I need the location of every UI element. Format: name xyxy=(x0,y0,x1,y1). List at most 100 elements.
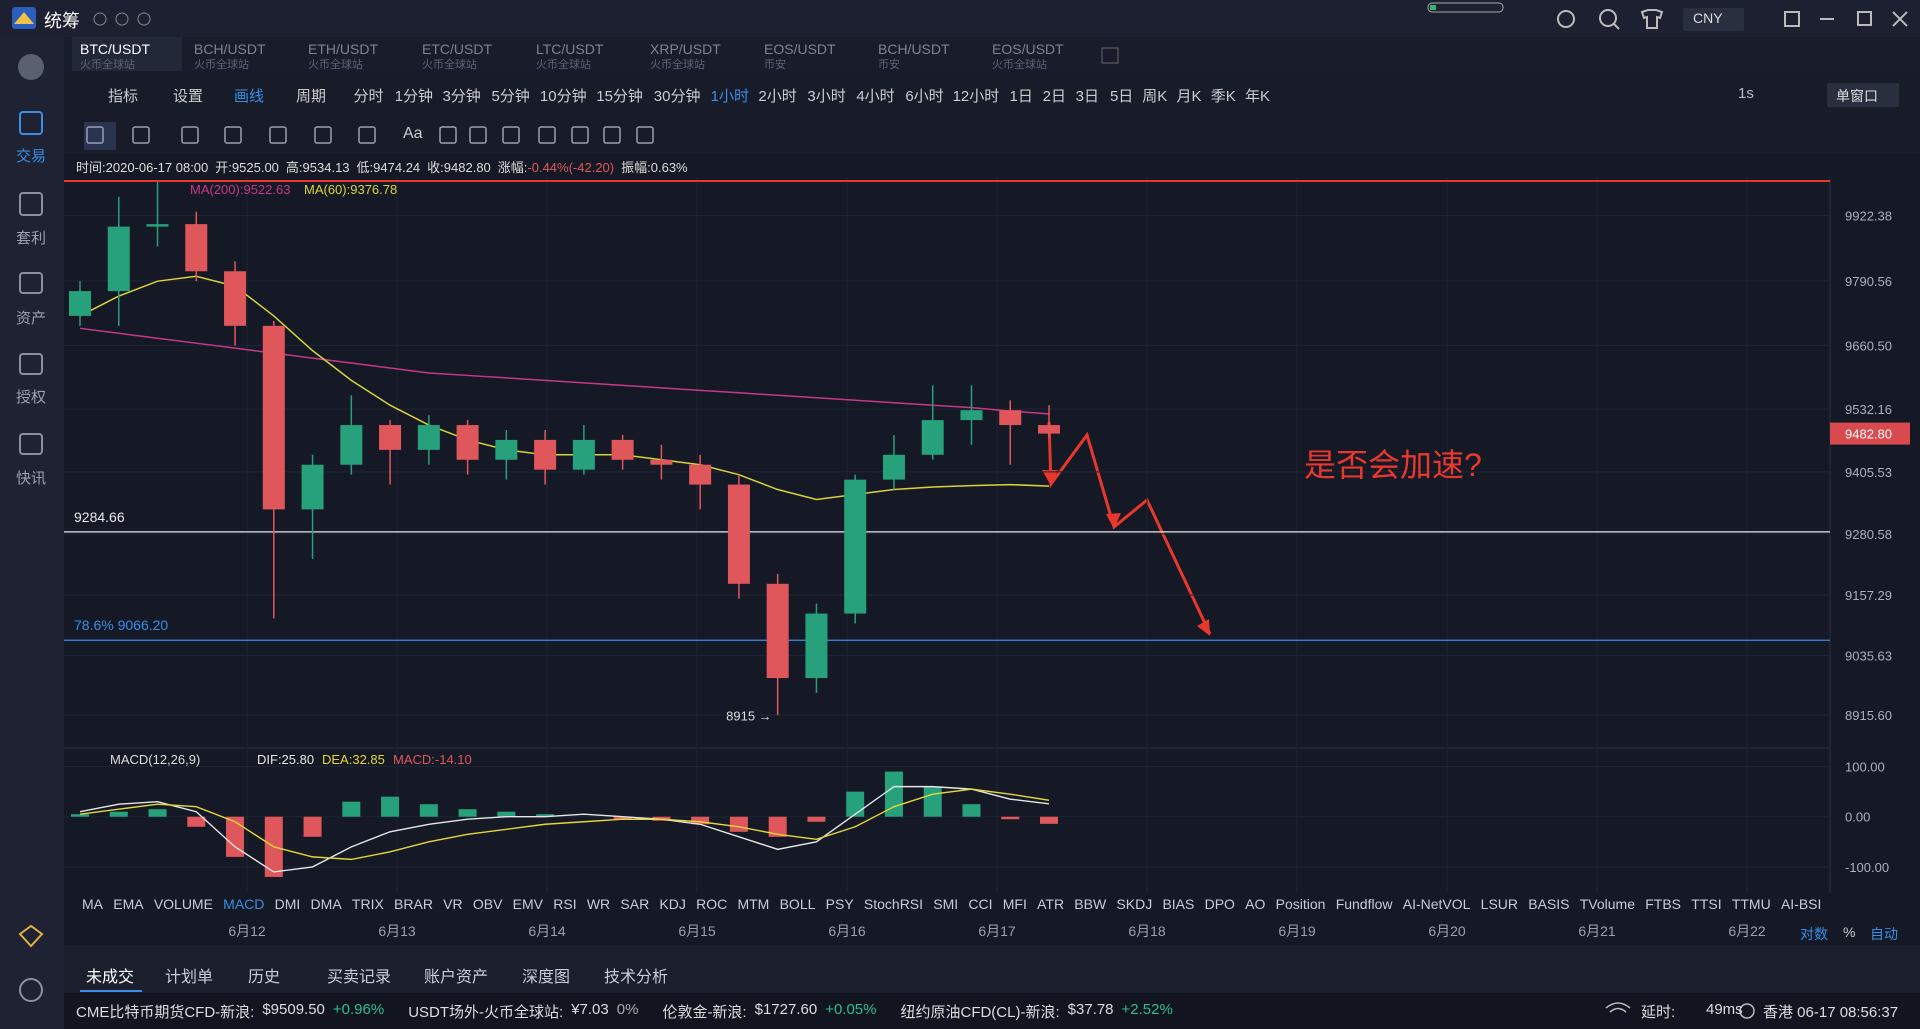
indicator-option[interactable]: ATR xyxy=(1037,896,1065,912)
indicator-option[interactable]: RSI xyxy=(553,896,577,912)
indicator-option[interactable]: PSY xyxy=(825,896,854,912)
indicator-option[interactable]: Fundflow xyxy=(1335,896,1393,912)
text-tool[interactable]: Aa xyxy=(403,125,423,142)
indicator-option[interactable]: EMA xyxy=(113,896,144,912)
indicator-option[interactable]: AO xyxy=(1245,896,1266,912)
indicator-option[interactable]: VOLUME xyxy=(153,896,213,912)
indicator-option[interactable]: LSUR xyxy=(1480,896,1519,912)
period-option[interactable]: 分时 xyxy=(353,88,384,105)
period-option[interactable]: 1小时 xyxy=(710,88,749,105)
indicator-option[interactable]: BBW xyxy=(1074,896,1107,912)
currency-select[interactable]: CNY xyxy=(1693,10,1723,26)
sidebar-item[interactable]: 资产 xyxy=(16,310,47,327)
sidebar-item[interactable]: 套利 xyxy=(16,230,47,247)
indicator-option[interactable]: BIAS xyxy=(1162,896,1195,912)
indicator-option[interactable]: CCI xyxy=(968,896,993,912)
bottom-tab[interactable]: 历史 xyxy=(248,969,281,986)
ui-shape xyxy=(64,153,1920,178)
tab-pair[interactable]: BTC/USDT xyxy=(80,41,150,57)
indicator-option[interactable]: AI-BSI xyxy=(1780,896,1822,912)
bottom-tab[interactable]: 深度图 xyxy=(522,969,571,986)
indicator-option[interactable]: MFI xyxy=(1002,896,1027,912)
period-option[interactable]: 15分钟 xyxy=(596,88,643,105)
candle-body xyxy=(379,425,402,450)
period-option[interactable]: 2小时 xyxy=(758,88,797,105)
period-option[interactable]: 30分钟 xyxy=(653,88,701,105)
period-option[interactable]: 12小时 xyxy=(952,88,1000,105)
bottom-tab[interactable]: 未成交 xyxy=(86,969,135,986)
period-option[interactable]: 季K xyxy=(1210,88,1236,105)
indicator-option[interactable]: TTSI xyxy=(1691,896,1722,912)
indicator-option[interactable]: BASIS xyxy=(1528,896,1570,912)
period-option[interactable]: 周K xyxy=(1142,88,1168,105)
window-mode[interactable]: 单窗口 xyxy=(1836,88,1878,104)
candle-body xyxy=(224,271,247,326)
indicator-option[interactable]: TRIX xyxy=(351,896,384,912)
scale-option[interactable]: 对数 xyxy=(1800,926,1828,942)
indicator-option[interactable]: DMI xyxy=(274,896,301,912)
indicator-option[interactable]: MACD xyxy=(223,896,265,912)
tab-pair[interactable]: ETH/USDT xyxy=(308,41,378,57)
settings-button[interactable]: 设置 xyxy=(173,88,204,105)
period-option[interactable]: 3小时 xyxy=(807,88,846,105)
draw-button[interactable]: 画线 xyxy=(234,88,265,105)
period-option[interactable]: 4小时 xyxy=(856,88,895,105)
period-option[interactable]: 年K xyxy=(1245,88,1271,105)
bottom-tab[interactable]: 买卖记录 xyxy=(327,969,392,986)
refresh-rate[interactable]: 1s xyxy=(1738,85,1754,102)
indicator-button[interactable]: 指标 xyxy=(108,88,139,105)
indicator-option[interactable]: VR xyxy=(443,896,463,912)
sidebar-item[interactable]: 授权 xyxy=(16,389,47,406)
indicator-option[interactable]: SAR xyxy=(620,896,650,912)
period-option[interactable]: 月K xyxy=(1176,88,1202,105)
indicator-option[interactable]: MTM xyxy=(737,896,770,912)
bottom-tab[interactable]: 计划单 xyxy=(165,969,214,986)
tab-pair[interactable]: EOS/USDT xyxy=(992,41,1064,57)
scale-option[interactable]: % xyxy=(1843,924,1856,940)
tab-pair[interactable]: BCH/USDT xyxy=(878,41,950,57)
sidebar-item[interactable]: 快讯 xyxy=(16,470,47,487)
indicator-option[interactable]: Position xyxy=(1275,896,1326,912)
bottom-tab[interactable]: 技术分析 xyxy=(604,969,669,986)
indicator-option[interactable]: AI-NetVOL xyxy=(1402,896,1471,912)
period-option[interactable]: 6小时 xyxy=(905,88,944,105)
draw-tool-icon xyxy=(269,126,287,144)
period-option[interactable]: 1日 xyxy=(1009,88,1033,105)
indicator-option[interactable]: WR xyxy=(586,896,611,912)
sidebar-item[interactable]: 交易 xyxy=(16,148,47,165)
period-option[interactable]: 3分钟 xyxy=(442,88,481,105)
tab-pair[interactable]: BCH/USDT xyxy=(194,41,266,57)
period-option[interactable]: 10分钟 xyxy=(539,88,587,105)
period-option[interactable]: 5日 xyxy=(1109,88,1134,105)
period-option[interactable]: 2日 xyxy=(1042,88,1066,105)
indicator-option[interactable]: ROC xyxy=(696,896,728,912)
indicator-option[interactable]: KDJ xyxy=(659,896,686,912)
indicator-option[interactable]: OBV xyxy=(472,896,503,912)
ticker-price: $37.78 xyxy=(1067,1001,1114,1018)
indicator-option[interactable]: DPO xyxy=(1204,896,1235,912)
tab-pair[interactable]: XRP/USDT xyxy=(650,41,721,57)
tab-exchange: 火币全球站 xyxy=(992,59,1047,71)
period-label[interactable]: 周期 xyxy=(296,88,327,105)
indicator-option[interactable]: DMA xyxy=(310,896,342,912)
indicator-option[interactable]: TVolume xyxy=(1579,896,1635,912)
indicator-option[interactable]: SKDJ xyxy=(1116,896,1153,912)
info-value: 9534.13 xyxy=(302,160,350,175)
macd-bar xyxy=(691,816,710,825)
period-option[interactable]: 3日 xyxy=(1075,88,1100,105)
indicator-option[interactable]: StochRSI xyxy=(863,896,924,912)
indicator-option[interactable]: MA xyxy=(82,896,103,912)
bottom-tab[interactable]: 账户资产 xyxy=(424,969,489,986)
tab-pair[interactable]: ETC/USDT xyxy=(422,41,492,57)
indicator-option[interactable]: TTMU xyxy=(1731,896,1771,912)
period-option[interactable]: 1分钟 xyxy=(394,88,434,105)
indicator-option[interactable]: FTBS xyxy=(1645,896,1682,912)
indicator-option[interactable]: EMV xyxy=(512,896,544,912)
tab-pair[interactable]: EOS/USDT xyxy=(764,41,836,57)
tab-pair[interactable]: LTC/USDT xyxy=(536,41,604,57)
indicator-option[interactable]: SMI xyxy=(933,896,959,912)
period-option[interactable]: 5分钟 xyxy=(491,88,530,105)
indicator-option[interactable]: BOLL xyxy=(779,896,816,912)
scale-option[interactable]: 自动 xyxy=(1870,926,1898,942)
indicator-option[interactable]: BRAR xyxy=(394,896,433,912)
